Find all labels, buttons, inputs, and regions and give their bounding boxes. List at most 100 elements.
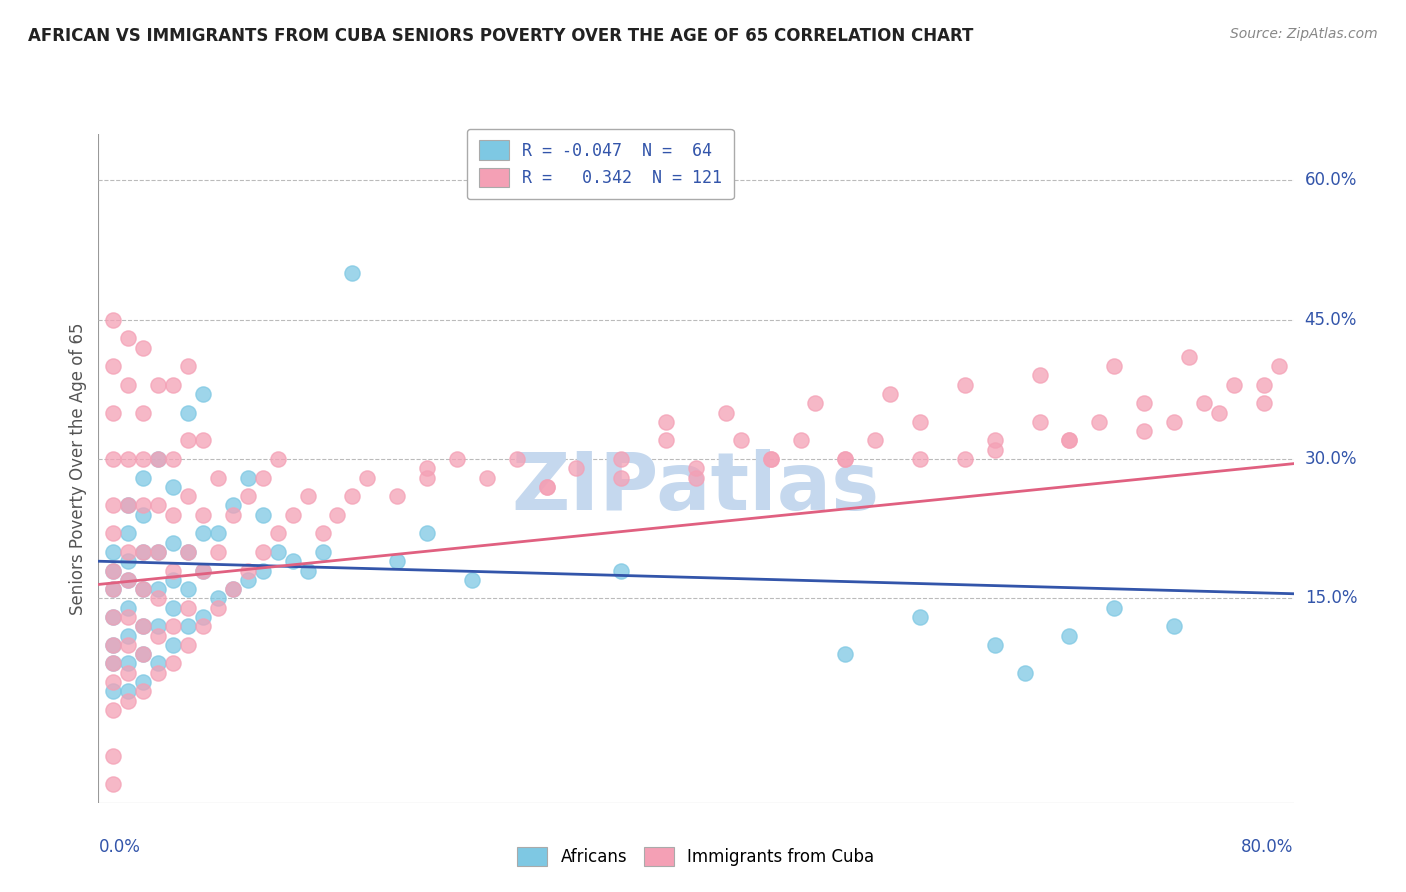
Point — [1192, 396, 1215, 410]
Point — [461, 573, 484, 587]
Point — [117, 657, 139, 671]
Point — [834, 452, 856, 467]
Point — [385, 554, 409, 568]
Point — [1028, 415, 1050, 429]
Point — [475, 470, 498, 484]
Point — [162, 377, 184, 392]
Point — [132, 647, 155, 661]
Point — [714, 406, 737, 420]
Point — [610, 470, 633, 484]
Point — [1133, 424, 1156, 438]
Point — [385, 489, 409, 503]
Point — [162, 638, 184, 652]
Point — [267, 452, 290, 467]
Text: 45.0%: 45.0% — [1305, 310, 1357, 328]
Point — [191, 434, 214, 448]
Point — [148, 591, 170, 606]
Point — [1088, 415, 1111, 429]
Point — [148, 452, 170, 467]
Point — [281, 508, 304, 522]
Point — [1059, 434, 1081, 448]
Point — [103, 312, 125, 326]
Point — [132, 499, 155, 513]
Point — [252, 564, 274, 578]
Point — [1028, 368, 1050, 383]
Point — [162, 600, 184, 615]
Point — [1163, 415, 1185, 429]
Point — [297, 489, 319, 503]
Point — [267, 526, 290, 541]
Point — [103, 406, 125, 420]
Point — [356, 470, 378, 484]
Point — [103, 638, 125, 652]
Point — [117, 693, 139, 707]
Point — [1104, 600, 1126, 615]
Point — [506, 452, 529, 467]
Point — [953, 452, 976, 467]
Point — [132, 582, 155, 596]
Point — [103, 777, 125, 791]
Point — [536, 480, 558, 494]
Point — [297, 564, 319, 578]
Point — [655, 434, 678, 448]
Point — [162, 508, 184, 522]
Point — [177, 545, 200, 559]
Point — [162, 619, 184, 633]
Point — [132, 545, 155, 559]
Point — [252, 470, 274, 484]
Point — [177, 434, 200, 448]
Point — [311, 526, 333, 541]
Point — [132, 508, 155, 522]
Point — [117, 573, 139, 587]
Point — [103, 657, 125, 671]
Point — [132, 684, 155, 698]
Point — [222, 582, 245, 596]
Point — [416, 526, 439, 541]
Point — [177, 619, 200, 633]
Text: ZIPatlas: ZIPatlas — [512, 450, 880, 527]
Point — [103, 545, 125, 559]
Point — [685, 461, 707, 475]
Text: 0.0%: 0.0% — [98, 838, 141, 855]
Point — [1223, 377, 1246, 392]
Point — [730, 434, 752, 448]
Point — [1178, 350, 1201, 364]
Point — [1104, 359, 1126, 373]
Point — [148, 499, 170, 513]
Point — [191, 526, 214, 541]
Point — [177, 638, 200, 652]
Point — [117, 499, 139, 513]
Point — [1133, 396, 1156, 410]
Point — [207, 545, 229, 559]
Point — [252, 508, 274, 522]
Point — [148, 377, 170, 392]
Point — [191, 564, 214, 578]
Point — [222, 582, 245, 596]
Point — [117, 684, 139, 698]
Text: Source: ZipAtlas.com: Source: ZipAtlas.com — [1230, 27, 1378, 41]
Point — [132, 582, 155, 596]
Point — [252, 545, 274, 559]
Point — [132, 675, 155, 690]
Point — [1059, 434, 1081, 448]
Point — [103, 703, 125, 717]
Point — [1014, 665, 1036, 680]
Point — [685, 470, 707, 484]
Point — [117, 377, 139, 392]
Point — [148, 619, 170, 633]
Point — [117, 452, 139, 467]
Point — [103, 526, 125, 541]
Point — [908, 610, 931, 624]
Point — [655, 415, 678, 429]
Point — [103, 359, 125, 373]
Point — [103, 610, 125, 624]
Point — [117, 554, 139, 568]
Point — [610, 564, 633, 578]
Point — [1267, 359, 1289, 373]
Point — [162, 480, 184, 494]
Point — [191, 610, 214, 624]
Point — [191, 619, 214, 633]
Point — [117, 610, 139, 624]
Point — [177, 406, 200, 420]
Point — [103, 638, 125, 652]
